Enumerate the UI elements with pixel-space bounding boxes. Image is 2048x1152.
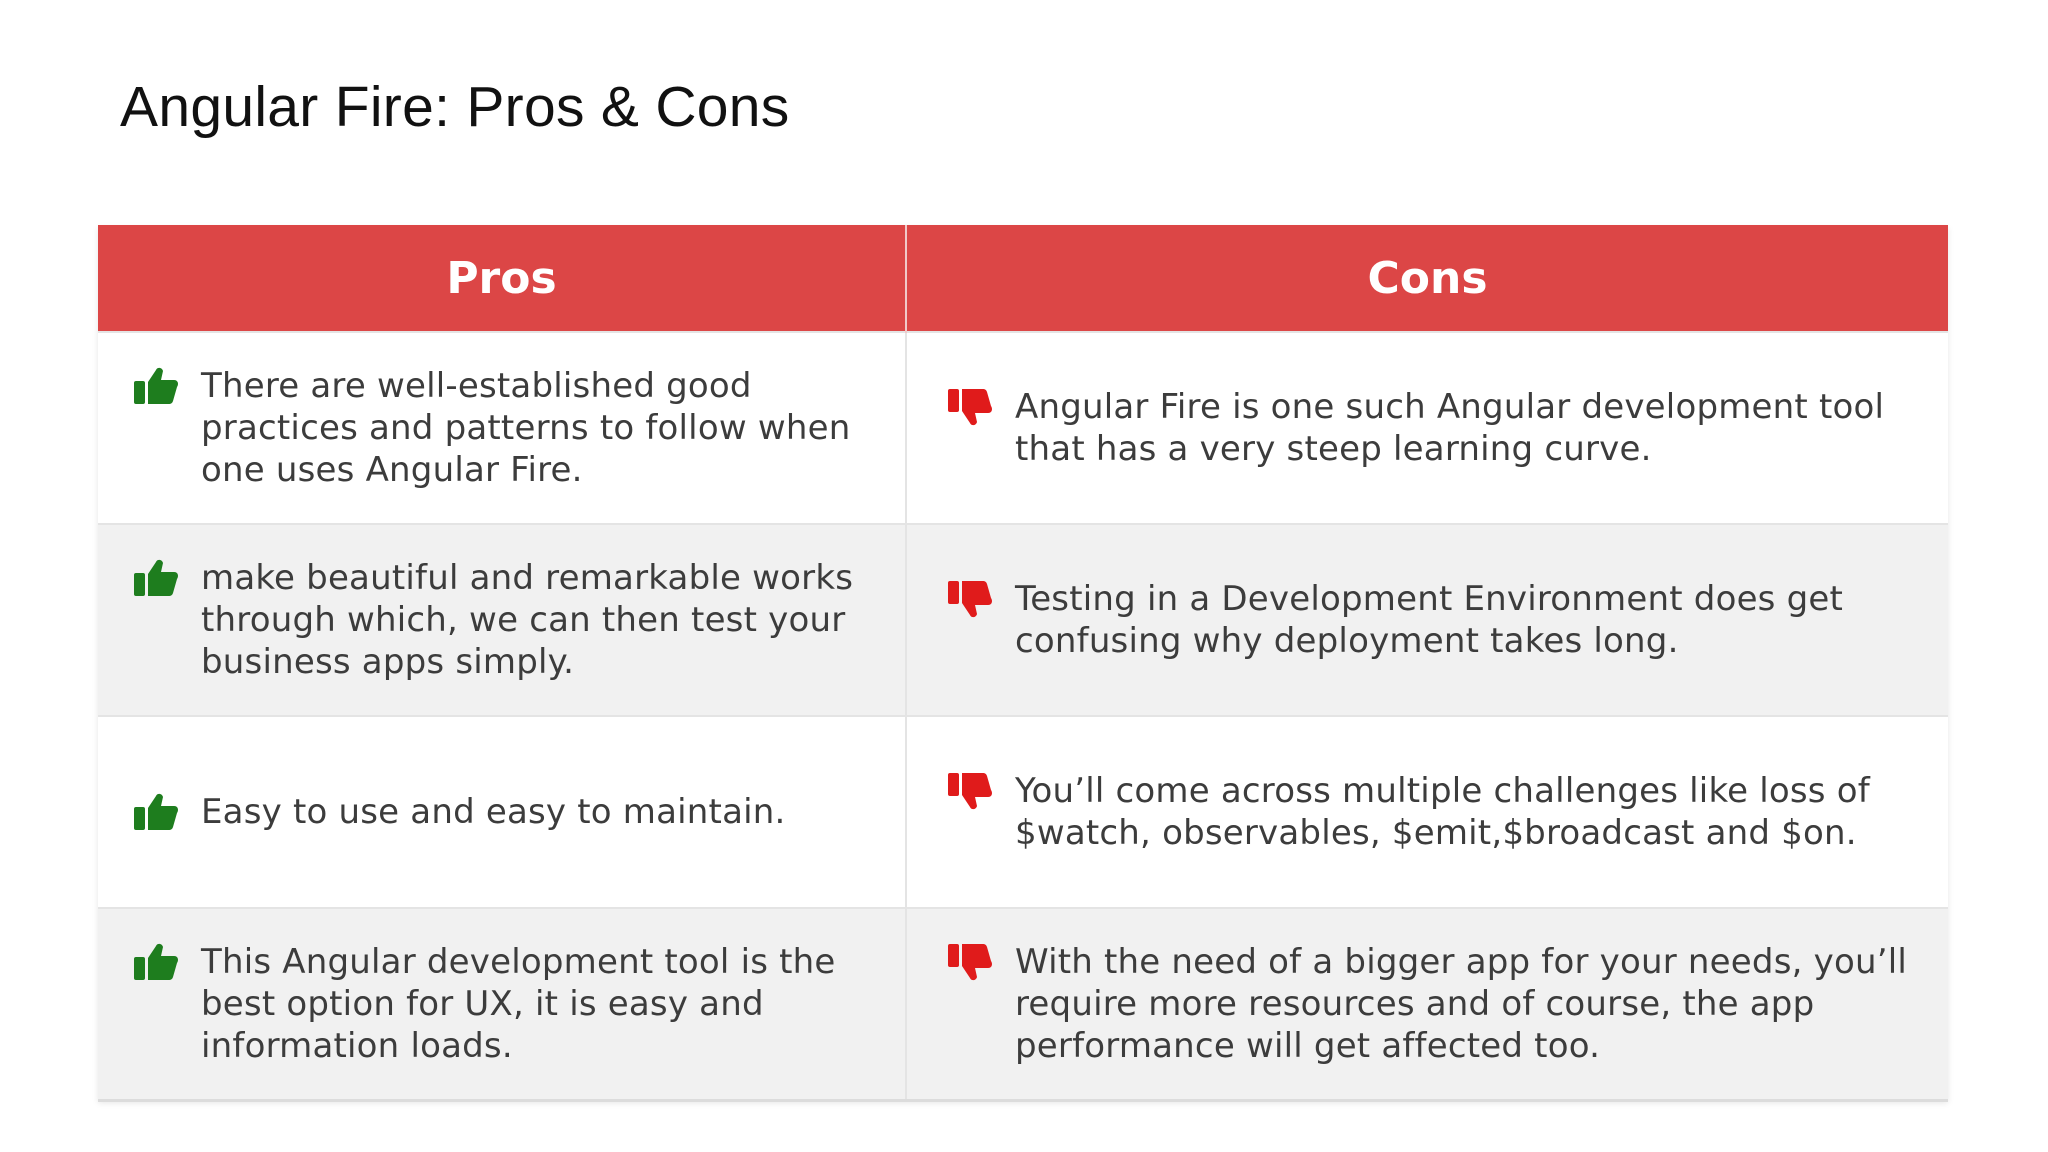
thumbs-up-icon: [134, 559, 178, 596]
pros-cons-table: Pros Cons There are well-established goo…: [98, 225, 1948, 1102]
table-row: This Angular development tool is the bes…: [98, 907, 1948, 1102]
con-text: With the need of a bigger app for your n…: [1015, 942, 1907, 1066]
con-text: Angular Fire is one such Angular develop…: [1015, 387, 1885, 469]
thumbs-up-icon: [134, 367, 178, 404]
thumbs-down-icon: [948, 389, 992, 426]
pro-cell: There are well-established good practice…: [98, 331, 906, 524]
table-row: Easy to use and easy to maintain. You’ll…: [98, 715, 1948, 908]
thumbs-down-icon: [948, 581, 992, 618]
table-row: make beautiful and remarkable works thro…: [98, 523, 1948, 716]
con-text: Testing in a Development Environment doe…: [1015, 579, 1844, 661]
con-cell: Angular Fire is one such Angular develop…: [905, 331, 1948, 524]
thumbs-up-icon: [134, 793, 178, 830]
con-cell: You’ll come across multiple challenges l…: [905, 715, 1948, 908]
pro-text: There are well-established good practice…: [201, 366, 851, 490]
table-row: There are well-established good practice…: [98, 331, 1948, 524]
con-cell: Testing in a Development Environment doe…: [905, 523, 1948, 716]
pros-header: Pros: [98, 225, 906, 332]
con-cell: With the need of a bigger app for your n…: [905, 907, 1948, 1102]
pro-text: Easy to use and easy to maintain.: [201, 792, 786, 832]
pro-cell: make beautiful and remarkable works thro…: [98, 523, 906, 716]
con-text: You’ll come across multiple challenges l…: [1015, 771, 1870, 853]
table-header-row: Pros Cons: [98, 225, 1948, 332]
pro-cell: This Angular development tool is the bes…: [98, 907, 906, 1102]
slide-title: Angular Fire: Pros & Cons: [120, 75, 790, 139]
thumbs-down-icon: [948, 773, 992, 810]
cons-header: Cons: [905, 225, 1948, 332]
pro-cell: Easy to use and easy to maintain.: [98, 715, 906, 908]
pro-text: make beautiful and remarkable works thro…: [201, 558, 854, 682]
thumbs-down-icon: [948, 944, 992, 981]
thumbs-up-icon: [134, 943, 178, 980]
pro-text: This Angular development tool is the bes…: [201, 942, 836, 1066]
